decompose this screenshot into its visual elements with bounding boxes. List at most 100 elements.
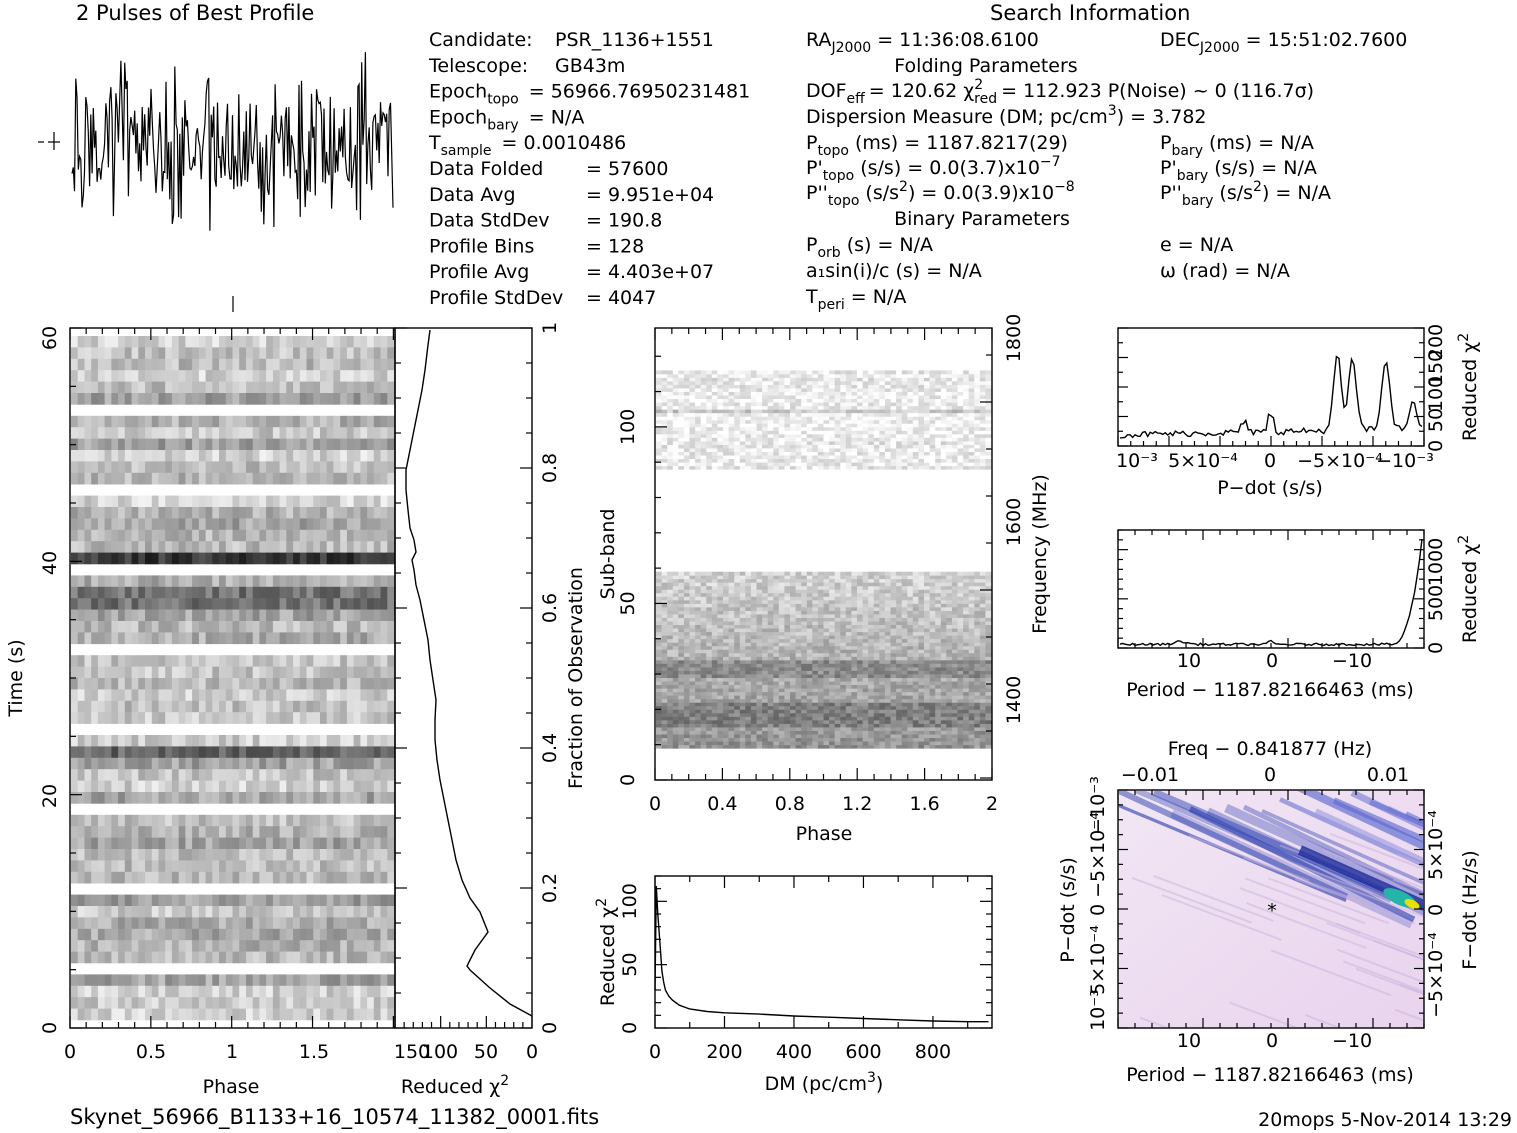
time-phase-cell bbox=[299, 495, 308, 508]
subband-cell bbox=[935, 709, 942, 714]
time-phase-cell bbox=[104, 586, 112, 599]
time-phase-cell bbox=[104, 347, 112, 360]
time-phase-cell bbox=[158, 461, 166, 474]
time-phase-cell bbox=[320, 814, 328, 827]
subband-cell bbox=[756, 705, 763, 710]
time-phase-cell bbox=[124, 894, 133, 907]
subband-cell bbox=[683, 695, 690, 700]
subband-cell bbox=[750, 712, 757, 717]
time-phase-cell bbox=[272, 575, 281, 588]
time-phase-cell bbox=[252, 381, 260, 394]
time-phase-cell bbox=[158, 974, 166, 987]
time-phase-cell bbox=[306, 792, 314, 804]
subband-cell bbox=[823, 667, 830, 671]
subband-cell bbox=[823, 744, 830, 749]
subband-cell bbox=[829, 617, 836, 622]
subband-cell bbox=[706, 659, 713, 664]
subband-cell bbox=[711, 614, 718, 618]
time-phase-cell bbox=[212, 951, 220, 964]
time-phase-cell bbox=[306, 438, 314, 451]
subband-cell bbox=[656, 688, 663, 693]
subband-cell bbox=[667, 631, 674, 636]
subband-cell bbox=[723, 705, 730, 710]
time-phase-cell bbox=[178, 415, 186, 428]
subband-cell bbox=[929, 734, 936, 739]
subband-cell bbox=[762, 635, 769, 640]
time-phase-cell bbox=[252, 894, 260, 907]
time-phase-cell bbox=[165, 906, 173, 918]
time-phase-cell bbox=[306, 814, 314, 827]
time-phase-cell bbox=[326, 541, 334, 553]
subband-cell bbox=[845, 681, 852, 686]
subband-cell bbox=[767, 652, 774, 657]
time-phase-cell bbox=[178, 928, 186, 941]
time-phase-cell bbox=[246, 814, 254, 827]
time-phase-cell bbox=[367, 450, 375, 462]
time-phase-cell bbox=[97, 837, 106, 850]
subband-cell bbox=[767, 737, 774, 742]
subband-cell bbox=[823, 621, 830, 626]
time-phase-cell bbox=[131, 951, 139, 964]
subband-cell bbox=[784, 667, 791, 671]
time-phase-cell bbox=[252, 974, 260, 987]
subband-cell bbox=[683, 684, 690, 689]
subband-cell bbox=[711, 645, 718, 650]
subband-cell bbox=[829, 695, 836, 700]
time-phase-cell bbox=[326, 552, 334, 565]
subband-cell bbox=[734, 656, 741, 661]
subband-cell bbox=[801, 727, 808, 731]
time-phase-cell bbox=[198, 655, 207, 667]
time-phase-cell bbox=[138, 575, 146, 588]
subband-cell bbox=[778, 720, 785, 724]
subband-cell bbox=[946, 667, 953, 671]
time-phase-cell bbox=[71, 472, 79, 485]
time-phase-cell bbox=[91, 792, 99, 804]
time-phase-cell bbox=[246, 358, 254, 371]
chi-time-xtick-label: 150 bbox=[394, 1041, 430, 1063]
time-phase-cell bbox=[353, 415, 361, 428]
time-phase-cell bbox=[97, 757, 106, 770]
subband-cell bbox=[728, 709, 735, 714]
subband-cell bbox=[795, 674, 802, 679]
time-phase-cell bbox=[91, 358, 99, 371]
time-phase-cell bbox=[185, 438, 193, 451]
subband-cell bbox=[812, 681, 819, 686]
time-phase-cell bbox=[346, 358, 355, 371]
subband-cell bbox=[695, 663, 702, 668]
time-phase-cell bbox=[104, 450, 112, 462]
subband-cell bbox=[750, 698, 757, 703]
time-phase-cell bbox=[212, 906, 220, 918]
subband-cell bbox=[924, 698, 931, 703]
time-phase-cell bbox=[178, 712, 186, 724]
subband-cell bbox=[767, 691, 774, 696]
time-phase-cell bbox=[158, 712, 166, 724]
time-phase-cell bbox=[212, 415, 220, 428]
subband-cell bbox=[678, 649, 685, 654]
subband-cell bbox=[823, 695, 830, 700]
time-phase-cell bbox=[84, 746, 92, 759]
time-phase-cell bbox=[293, 541, 301, 553]
time-phase-cell bbox=[326, 529, 334, 542]
subband-cell bbox=[890, 628, 897, 633]
subband-cell bbox=[817, 695, 824, 700]
time-phase-cell bbox=[71, 769, 79, 781]
subband-cell bbox=[661, 624, 668, 629]
time-phase-cell bbox=[124, 689, 133, 702]
time-phase-cell bbox=[306, 746, 314, 759]
time-phase-cell bbox=[333, 757, 341, 770]
time-phase-cell bbox=[299, 507, 308, 519]
time-phase-cell bbox=[77, 381, 85, 394]
subband-cell bbox=[806, 737, 813, 742]
time-phase-cell bbox=[387, 552, 395, 565]
time-phase-cell bbox=[320, 769, 328, 781]
subband-cell bbox=[884, 635, 891, 640]
subband-cell bbox=[985, 691, 992, 696]
subband-cell bbox=[706, 614, 713, 618]
time-phase-cell bbox=[246, 381, 254, 394]
subband-cell bbox=[795, 737, 802, 742]
subband-cell bbox=[985, 723, 992, 728]
subband-cell bbox=[812, 614, 819, 618]
subband-cell bbox=[683, 702, 690, 707]
time-phase-cell bbox=[232, 917, 240, 930]
time-phase-cell bbox=[232, 598, 240, 610]
